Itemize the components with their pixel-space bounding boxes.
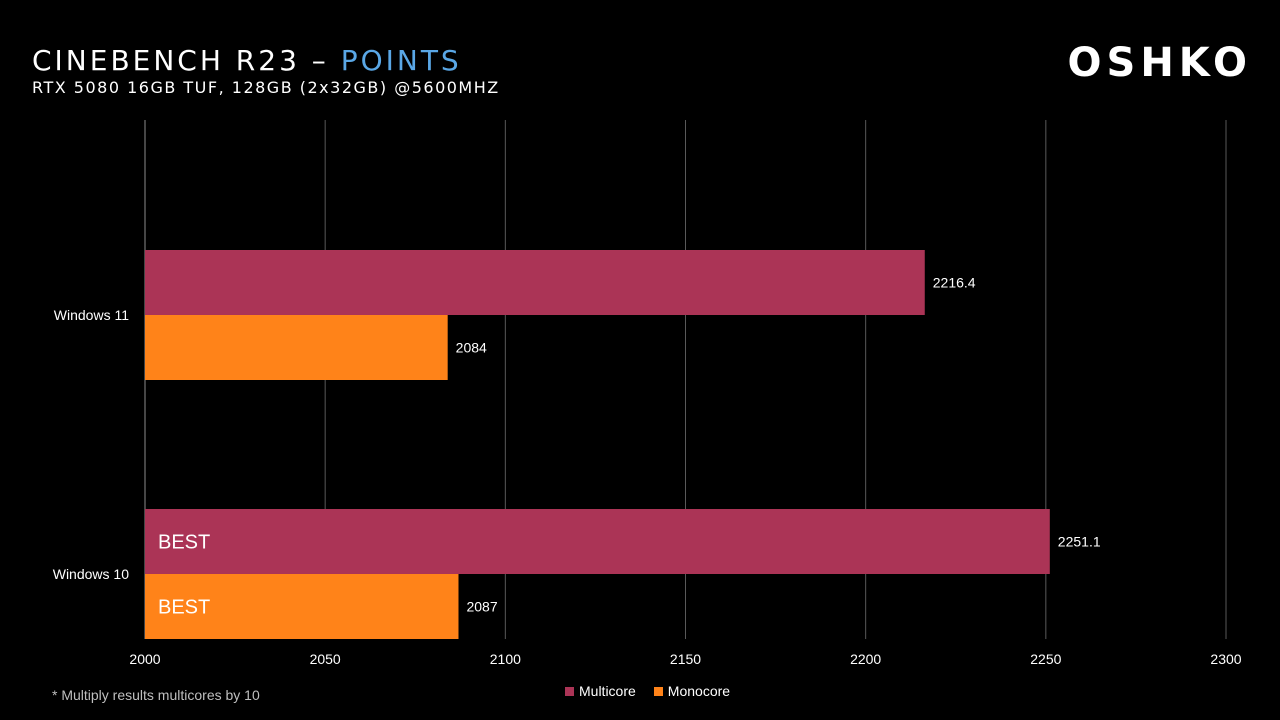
data-label-monocore-0: 2084	[456, 340, 487, 356]
x-tick-label-2300: 2300	[1210, 651, 1241, 667]
best-badge-monocore-1: BEST	[158, 597, 210, 619]
bar-monocore-0	[145, 315, 448, 380]
x-tick-label-2000: 2000	[129, 651, 160, 667]
legend-swatch-monocore	[653, 686, 663, 696]
chart-title-accent: POINTS	[340, 44, 462, 77]
x-tick-label-2100: 2100	[490, 651, 521, 667]
chart-subtitle: RTX 5080 16GB TUF, 128GB (2x32GB) @5600M…	[32, 78, 500, 97]
legend-item-monocore: Monocore	[653, 683, 731, 699]
data-label-multicore-1: 2251.1	[1058, 534, 1101, 550]
data-label-multicore-0: 2216.4	[933, 275, 976, 291]
bar-monocore-1	[145, 574, 459, 639]
legend-label-multicore: Multicore	[579, 683, 636, 699]
bar-multicore-0	[145, 250, 925, 315]
legend-item-multicore: Multicore	[565, 683, 636, 699]
legend: Multicore Monocore	[565, 683, 730, 699]
legend-swatch-multicore	[565, 686, 574, 696]
legend-label-monocore: Monocore	[667, 683, 731, 699]
chart-title-main: CINEBENCH R23 –	[32, 44, 341, 77]
category-label-0: Windows 11	[54, 307, 129, 323]
brand-logo: OSHKO	[1067, 40, 1252, 86]
x-tick-label-2200: 2200	[850, 651, 881, 667]
footnote: * Multiply results multicores by 10	[52, 687, 260, 703]
x-tick-label-2050: 2050	[310, 651, 341, 667]
best-badge-multicore-1: BEST	[158, 532, 210, 554]
category-label-1: Windows 10	[53, 566, 129, 582]
chart-title: CINEBENCH R23 – POINTS	[32, 44, 462, 77]
x-tick-label-2150: 2150	[670, 651, 701, 667]
data-label-monocore-1: 2087	[466, 599, 497, 615]
x-tick-label-2250: 2250	[1030, 651, 1061, 667]
bar-multicore-1	[145, 509, 1050, 574]
